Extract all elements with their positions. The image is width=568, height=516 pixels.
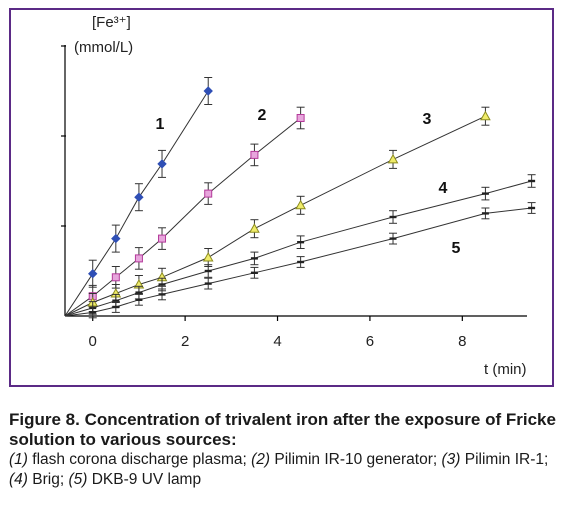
x-tick-label: 0 (89, 333, 97, 350)
caption-num-2: (2) (251, 451, 271, 468)
x-axis-label: t (min) (484, 361, 527, 378)
x-tick-label: 4 (273, 333, 281, 350)
series-label-4: 4 (439, 180, 448, 197)
series-label-1: 1 (156, 116, 165, 133)
data-point (249, 223, 260, 233)
series-3: 3 (64, 106, 491, 317)
series-label-3: 3 (423, 111, 432, 128)
caption-num-3: (3) (441, 451, 461, 468)
caption-item-2: (2) Pilimin IR-10 generator; (251, 451, 441, 468)
data-point (203, 86, 213, 96)
caption-item-1: (1) flash corona discharge plasma; (9, 451, 251, 468)
series-label-2: 2 (258, 107, 267, 124)
data-point (158, 234, 167, 243)
x-tick-label: 6 (366, 333, 374, 350)
series-label-5: 5 (452, 240, 461, 257)
caption-num-4: (4) (9, 471, 28, 488)
data-point (111, 233, 121, 244)
caption-text-4: Brig; (27, 471, 69, 488)
data-point (296, 114, 305, 122)
chart-frame (9, 8, 554, 387)
caption-num-1: (1) (9, 451, 28, 468)
y-axis-label-line1: [Fe³⁺] (92, 14, 131, 31)
caption-title: Figure 8. Concentration of trivalent iro… (9, 410, 556, 449)
caption-text-1: flash corona discharge plasma; (27, 451, 252, 468)
x-tick-label: 8 (458, 333, 466, 350)
data-point (204, 189, 213, 198)
caption-item-3: (3) Pilimin IR-1; (442, 451, 549, 468)
figure-caption: Figure 8. Concentration of trivalent iro… (9, 410, 561, 490)
x-tick-label: 2 (181, 333, 189, 350)
series-line-1 (64, 90, 209, 317)
data-point (134, 192, 144, 202)
data-point (295, 199, 306, 210)
series-1: 1 (64, 77, 213, 317)
caption-item-4: (4) Brig; (9, 471, 68, 488)
series-line-2 (64, 117, 301, 317)
series-5: 5 (64, 202, 536, 319)
caption-text-5: DKB-9 UV lamp (87, 471, 202, 488)
series-2: 2 (64, 106, 305, 317)
data-point (250, 150, 259, 159)
caption-description: (1) flash corona discharge plasma; (2) P… (9, 450, 561, 490)
caption-num-5: (5) (68, 471, 88, 488)
data-point (88, 268, 98, 279)
data-point (111, 273, 120, 282)
series-line-3 (64, 115, 486, 317)
data-point (387, 153, 399, 164)
data-point (157, 159, 167, 169)
y-axis-label-line2: (mmol/L) (74, 39, 133, 56)
caption-item-5: (5) DKB-9 UV lamp (68, 471, 201, 488)
caption-text-2: Pilimin IR-10 generator; (270, 451, 442, 468)
data-point (480, 110, 491, 121)
chart: 0 2 4 6 8 [Fe³⁺] (mmol/L) t (min) 1 2 3 4 5 (61, 14, 536, 378)
data-point (134, 254, 143, 263)
caption-text-3: Pilimin IR-1; (460, 451, 549, 468)
data-point (202, 251, 214, 262)
